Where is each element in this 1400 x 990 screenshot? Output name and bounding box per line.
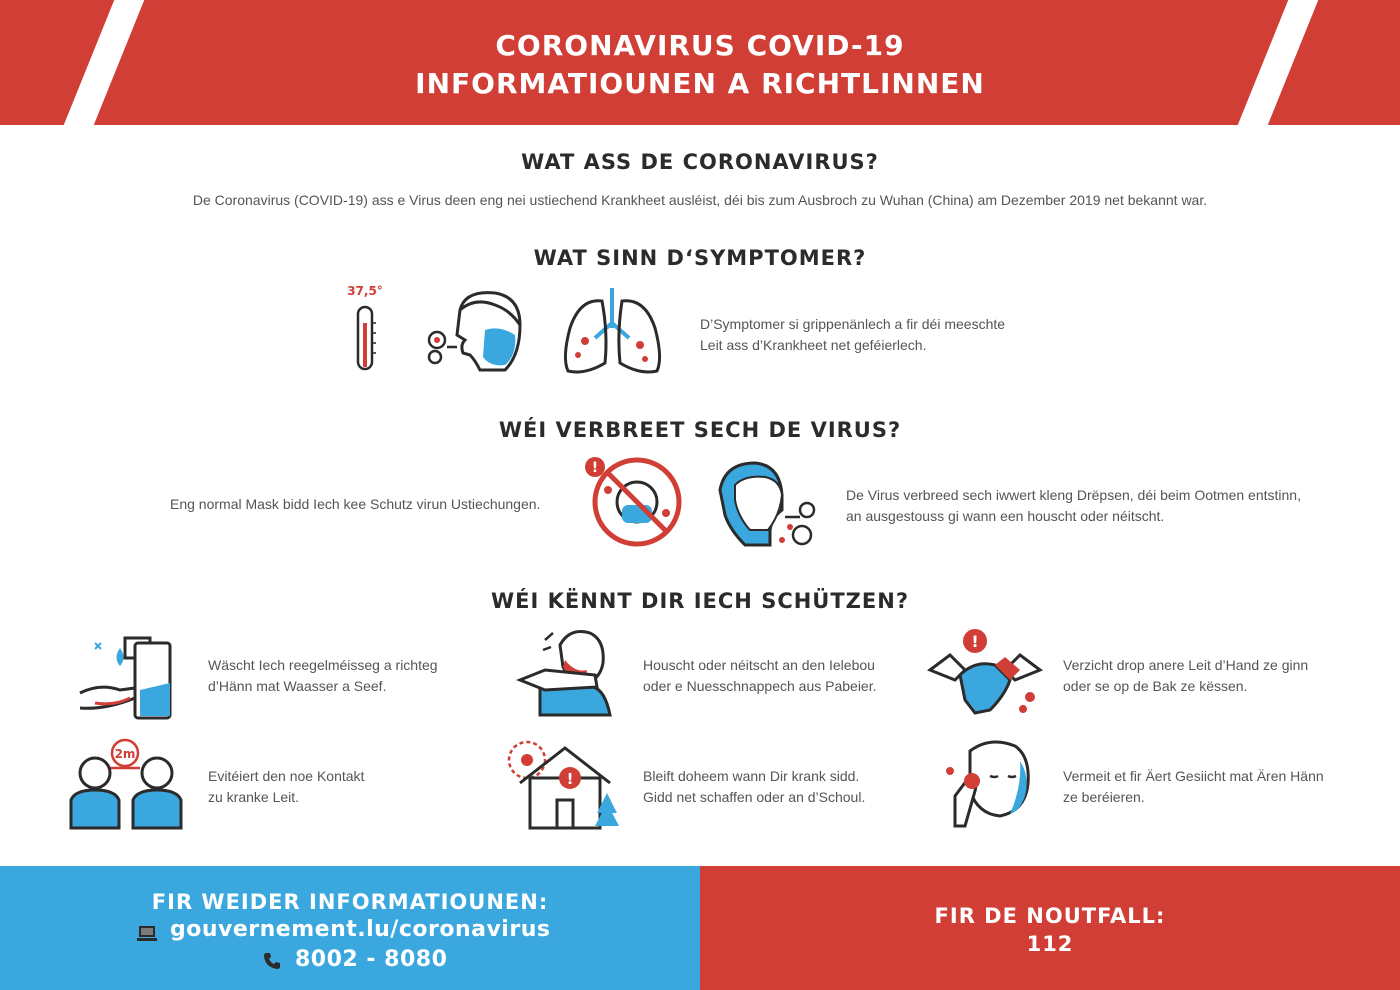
elbow-cough-icon [515, 625, 615, 720]
footer-info-panel: FIR WEIDER INFORMATIOUNEN: gouvernement.… [0, 866, 700, 990]
emergency-number[interactable]: 112 [1026, 932, 1074, 956]
symptoms-text-line-2: Leit ass d’Krankheet net geféierlech. [700, 337, 927, 353]
protect-item-2-line-1: Houscht oder néitscht an den Ielebou [643, 657, 875, 673]
protect-item-3-text: Verzicht drop anere Leit d’Hand ze ginn … [1063, 655, 1308, 697]
laptop-icon [136, 922, 158, 944]
protect-item-5-line-1: Bleift doheem wann Dir krank sidd. [643, 768, 860, 784]
header-banner: CORONAVIRUS COVID-19 INFORMATIOUNEN A RI… [0, 0, 1400, 125]
protect-item-6-line-1: Vermeit et fir Äert Gesiicht mat Ären Hä… [1063, 768, 1324, 784]
protect-item-1-text: Wäscht Iech reegelméisseg a richteg d’Hä… [208, 655, 438, 697]
website-link[interactable]: gouvernement.lu/coronavirus [170, 917, 551, 942]
title-line-2: INFORMATIOUNEN A RICHTLINNEN [415, 67, 985, 100]
spread-heading: WÉI VERBREET SECH DE VIRUS? [498, 418, 902, 442]
cough-face-icon [425, 285, 530, 375]
emergency-heading: FIR DE NOUTFALL: [934, 904, 1166, 928]
protect-item-3-line-1: Verzicht drop anere Leit d’Hand ze ginn [1063, 657, 1309, 673]
protect-item-2-line-2: oder e Nuesschnappech aus Pabeier. [643, 678, 877, 694]
protect-item-4-line-1: Evitéiert den noe Kontakt [208, 768, 365, 784]
handwash-icon [75, 628, 185, 720]
protect-item-2-text: Houscht oder néitscht an den Ielebou ode… [643, 655, 877, 697]
no-mask-icon: ! [580, 455, 685, 550]
protect-item-6-line-2: ze beréieren. [1063, 789, 1145, 805]
svg-text:!: ! [592, 460, 598, 476]
title-line-1: CORONAVIRUS COVID-19 [495, 29, 905, 62]
what-text: De Coronavirus (COVID-19) ass e Virus de… [192, 192, 1208, 208]
symptoms-text-line-1: D’Symptomer si grippenänlech a fir déi m… [700, 316, 1006, 332]
page-title: CORONAVIRUS COVID-19 INFORMATIOUNEN A RI… [0, 27, 1400, 103]
protect-item-1-line-2: d’Hänn mat Waasser a Seef. [208, 678, 387, 694]
footer-emergency-panel: FIR DE NOUTFALL: 112 [700, 866, 1400, 990]
lungs-icon [560, 283, 665, 378]
protect-heading: WÉI KËNNT DIR IECH SCHÜTZEN? [490, 589, 910, 613]
thermometer-icon: 37,5° [345, 283, 385, 378]
symptoms-heading: WAT SINN D‘SYMPTOMER? [533, 246, 867, 270]
protect-item-1-line-1: Wäscht Iech reegelméisseg a richteg [208, 657, 438, 673]
phone-number[interactable]: 8002 - 8080 [295, 947, 448, 972]
face-touch-icon [940, 736, 1035, 831]
protect-item-6-text: Vermeit et fir Äert Gesiicht mat Ären Hä… [1063, 766, 1324, 808]
spread-text: De Virus verbreed sech iwwert kleng Drëp… [846, 485, 1301, 527]
distance-label: 2m [115, 747, 136, 761]
protect-item-5-line-2: Gidd net schaffen oder an d’Schoul. [643, 789, 866, 805]
distance-icon: 2m [65, 738, 185, 830]
spread-text-line-2: an ausgestouss gi wann een houscht oder … [846, 508, 1165, 524]
svg-text:!: ! [567, 770, 574, 788]
phone-icon [262, 951, 282, 971]
protect-item-4-line-2: zu kranke Leit. [208, 789, 300, 805]
stay-home-icon: ! [505, 738, 625, 830]
svg-text:!: ! [971, 632, 978, 651]
temperature-label: 37,5° [347, 284, 383, 298]
footer-info-heading: FIR WEIDER INFORMATIOUNEN: [151, 890, 549, 914]
sneeze-face-icon [710, 455, 820, 550]
no-handshake-icon: ! [925, 625, 1045, 720]
protect-item-5-text: Bleift doheem wann Dir krank sidd. Gidd … [643, 766, 865, 808]
spread-text-line-1: De Virus verbreed sech iwwert kleng Drëp… [846, 487, 1301, 503]
protect-item-4-text: Evitéiert den noe Kontakt zu kranke Leit… [208, 766, 364, 808]
protect-item-3-line-2: oder se op de Bak ze këssen. [1063, 678, 1248, 694]
mask-text: Eng normal Mask bidd Iech kee Schutz vir… [170, 496, 541, 512]
symptoms-text: D’Symptomer si grippenänlech a fir déi m… [700, 314, 1005, 356]
what-heading: WAT ASS DE CORONAVIRUS? [521, 150, 879, 174]
